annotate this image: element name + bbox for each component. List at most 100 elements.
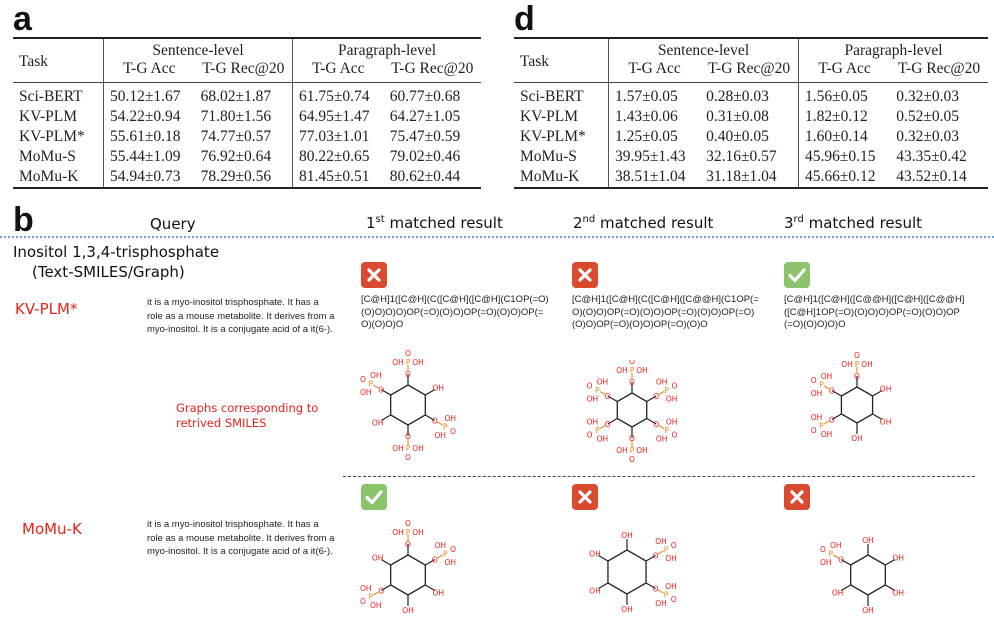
hydroxyl-label: OH [616, 446, 628, 455]
oxygen-label: O [360, 597, 366, 606]
hydroxyl-label: OH [666, 395, 678, 404]
hydroxyl-label: OH [370, 601, 382, 610]
smiles-string: [C@H]1([C@H]([C@@H]([C@H]([C@@H]([C@H]1O… [784, 294, 965, 330]
value-cell: 78.29±0.56 [200, 168, 272, 185]
phosphorus-label: P [664, 426, 669, 435]
oxygen-label: O [671, 541, 677, 550]
value-cell: 1.56±0.05 [798, 82, 891, 107]
panel-b-letter: b [13, 201, 34, 239]
model-name-kvplm-star: KV-PLM* [15, 300, 78, 318]
phosphorus-label: P [443, 550, 448, 559]
task-cell: MoMu-K [19, 168, 79, 185]
phosphorus-label: P [595, 386, 600, 395]
oxygen-label: O [671, 595, 677, 604]
group-sentence-level: Sentence-level [102, 38, 293, 60]
hydroxyl-label: OH [402, 606, 414, 615]
oxygen-label: O [405, 453, 411, 462]
bond [598, 582, 609, 590]
hydroxyl-label: OH [851, 434, 863, 443]
oxygen-label: O [378, 386, 384, 395]
value-cell: 71.80±1.56 [200, 108, 272, 125]
value-cell: 54.94±0.73 [102, 167, 195, 188]
correct-mark-icon [784, 262, 810, 288]
hydroxyl-label: OH [392, 528, 404, 537]
hydroxyl-label: OH [893, 589, 905, 598]
query-header: Query [150, 215, 196, 233]
model-separator [343, 476, 975, 477]
task-header: Task [19, 53, 49, 70]
hydroxyl-label: OH [372, 554, 384, 563]
table-row: MoMu-K 38.51±1.04 31.18±1.04 45.66±0.12 43.5… [514, 167, 988, 188]
bond [425, 414, 436, 422]
value-cell: 1.43±0.06 [608, 107, 701, 127]
value-cell: 55.44±1.09 [102, 147, 195, 167]
bond [380, 414, 391, 422]
oxygen-label: O [629, 434, 635, 443]
hydroxyl-label: OH [665, 582, 677, 591]
bond [437, 554, 443, 559]
bond [425, 388, 436, 396]
oxygen-label: O [405, 432, 411, 441]
table-row: KV-PLM* 1.25±0.05 0.40±0.05 1.60±0.14 0.32±0… [514, 127, 988, 147]
result-header-3: 3rd matched result [784, 214, 922, 232]
oxygen-label: O [450, 427, 456, 436]
ring-bond [390, 384, 426, 426]
table-row: MoMu-S 55.44±1.09 76.92±0.64 80.22±0.65 79.0… [13, 147, 481, 167]
result-num: 1 [366, 214, 376, 232]
hydroxyl-label: OH [830, 541, 842, 550]
oxygen-label: O [811, 376, 817, 385]
bond [885, 584, 896, 592]
bond [872, 389, 883, 397]
ring-bond [850, 554, 886, 596]
oxygen-label: O [829, 416, 835, 425]
oxygen-label: O [432, 556, 438, 565]
bond [823, 420, 830, 425]
bond [373, 591, 379, 596]
hydroxyl-label: OH [392, 444, 404, 453]
hydroxyl-label: OH [621, 605, 633, 614]
panel-a-letter: a [13, 0, 32, 38]
value-cell: 61.75±0.74 [292, 82, 384, 107]
task-cell: KV-PLM* [19, 128, 85, 145]
task-cell: KV-PLM [520, 108, 578, 125]
hydroxyl-label: OH [636, 366, 648, 375]
oxygen-label: O [629, 360, 635, 366]
oxygen-label: O [432, 417, 438, 426]
wrong-mark-icon [572, 484, 598, 510]
value-cell: 0.32±0.03 [896, 88, 959, 105]
graphs-note: Graphs corresponding to retrived SMILES [176, 401, 319, 430]
subheader: T-G Rec@20 [202, 60, 285, 77]
hydroxyl-label: OH [589, 587, 601, 596]
bond [840, 584, 851, 592]
phosphorus-label: P [664, 591, 669, 600]
hydroxyl-label: OH [621, 531, 633, 540]
query-title: Inositol 1,3,4-trisphosphate [13, 243, 220, 261]
panel-a-table: Task Sentence-level Paragraph-level T-G … [13, 37, 481, 189]
query-description: it is a myo-inositol trisphosphate. It h… [147, 297, 335, 335]
hydroxyl-label: OH [433, 589, 445, 598]
bond [831, 413, 842, 421]
hydroxyl-label: OH [656, 435, 668, 444]
wrong-mark-icon [784, 484, 810, 510]
bond [645, 582, 656, 590]
phosphorus-label: P [406, 528, 411, 537]
bond [437, 421, 443, 426]
hydroxyl-label: OH [880, 418, 892, 427]
hydroxyl-label: OH [665, 554, 677, 563]
subheader: T-G Acc [292, 60, 384, 83]
hydroxyl-label: OH [433, 384, 445, 393]
task-cell: KV-PLM* [520, 128, 586, 145]
bond [380, 558, 391, 566]
phosphorus-label: P [595, 426, 600, 435]
hydroxyl-label: OH [655, 537, 667, 546]
bond [833, 554, 839, 559]
table-row: KV-PLM 54.22±0.94 71.80±1.56 64.95±1.47 64.2… [13, 107, 481, 127]
value-cell: 45.66±0.12 [798, 167, 891, 188]
oxygen-label: O [587, 382, 593, 391]
bond [658, 391, 665, 395]
oxygen-label: O [605, 392, 611, 401]
phosphorus-label: P [368, 380, 373, 389]
bond [646, 395, 657, 403]
